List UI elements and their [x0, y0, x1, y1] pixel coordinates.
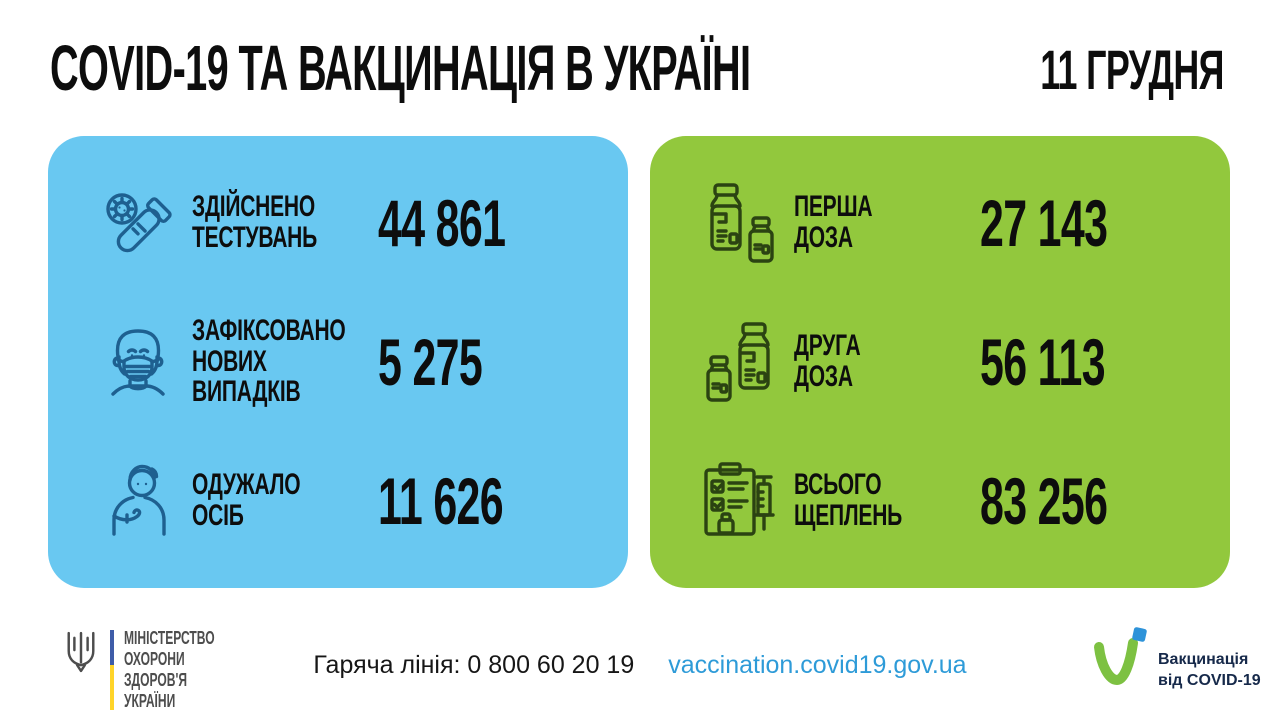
vaccination-checklist-syringe-icon	[704, 462, 775, 536]
stat-value-first-dose: 27 143	[980, 186, 1108, 260]
vaccination-stats-card: ПЕРША ДОЗА 27 143 ДРУГА	[650, 136, 1230, 588]
test-tube-virus-icon	[106, 193, 172, 253]
stat-row-tests: ЗДІЙСНЕНО ТЕСТУВАНЬ 44 861	[48, 164, 628, 282]
stat-value-recovered: 11 626	[378, 464, 504, 538]
stat-label-first-dose: ПЕРША ДОЗА	[794, 190, 873, 254]
ministry-name: МІНІСТЕРСТВО ОХОРОНИ ЗДОРОВ'Я УКРАЇНИ	[124, 628, 215, 712]
stat-row-second-dose: ДРУГА ДОЗА 56 113	[650, 303, 1230, 421]
recovered-person-icon	[112, 464, 166, 536]
trident-icon	[64, 630, 98, 679]
hotline-label: Гаряча лінія: 0 800 60 20 19	[313, 651, 635, 679]
stat-row-first-dose: ПЕРША ДОЗА 27 143	[650, 164, 1230, 282]
covid-stats-card: ЗДІЙСНЕНО ТЕСТУВАНЬ 44 861	[48, 136, 628, 588]
stat-label-new-cases: ЗАФІКСОВАНО НОВИХ ВИПАДКІВ	[192, 314, 346, 409]
page-title: COVID-19 ТА ВАКЦИНАЦІЯ В УКРАЇНІ	[50, 32, 751, 104]
vaccination-campaign-logo: Вакцинація від COVID-19	[1086, 624, 1261, 692]
flag-bar	[110, 630, 114, 710]
stat-row-new-cases: ЗАФІКСОВАНО НОВИХ ВИПАДКІВ 5 275	[48, 303, 628, 421]
date-label: 11 ГРУДНЯ	[1040, 38, 1225, 101]
vaccination-campaign-label: Вакцинація від COVID-19	[1158, 651, 1261, 689]
vaccine-vials-icon	[706, 322, 770, 402]
masked-person-icon	[111, 329, 165, 396]
stat-value-new-cases: 5 275	[378, 325, 483, 399]
website-link[interactable]: vaccination.covid19.gov.ua	[668, 651, 967, 679]
stat-label-total-vaccinations: ВСЬОГО ЩЕПЛЕНЬ	[794, 468, 903, 532]
vaccine-vials-icon	[710, 183, 774, 263]
v-checkmark-icon	[1094, 627, 1147, 686]
stat-label-recovered: ОДУЖАЛО ОСІБ	[192, 468, 301, 532]
ministry-logo: МІНІСТЕРСТВО ОХОРОНИ ЗДОРОВ'Я УКРАЇНИ	[64, 624, 259, 712]
stat-label-tests: ЗДІЙСНЕНО ТЕСТУВАНЬ	[192, 190, 318, 254]
stat-value-tests: 44 861	[378, 186, 506, 260]
stat-value-second-dose: 56 113	[980, 325, 1106, 399]
stat-label-second-dose: ДРУГА ДОЗА	[794, 329, 861, 393]
stat-value-total-vaccinations: 83 256	[980, 464, 1108, 538]
stat-row-total-vaccinations: ВСЬОГО ЩЕПЛЕНЬ 83 256	[650, 442, 1230, 560]
stat-row-recovered: ОДУЖАЛО ОСІБ 11 626	[48, 442, 628, 560]
